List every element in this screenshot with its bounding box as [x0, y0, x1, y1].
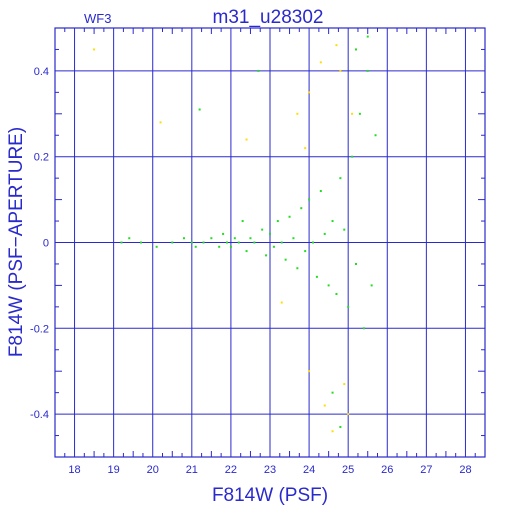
- x-tick-label: 19: [108, 464, 120, 476]
- x-tick-labels: 18 19 20 21 22 23 24 25 26 27 28: [68, 464, 471, 476]
- data-point-green: [323, 232, 326, 235]
- data-point-green: [288, 215, 291, 218]
- data-point-green: [272, 245, 275, 248]
- data-point-green: [229, 245, 232, 248]
- data-point-green: [374, 134, 377, 137]
- data-point-green: [183, 237, 185, 240]
- data-point-green: [140, 241, 142, 244]
- y-axis-label: F814W (PSF−APERTURE): [6, 127, 27, 357]
- data-point-green: [362, 327, 365, 330]
- data-point-green: [370, 284, 373, 287]
- data-point-green: [331, 220, 334, 223]
- data-point-green: [284, 258, 287, 261]
- data-point-green: [351, 155, 354, 158]
- data-point-green: [194, 245, 197, 248]
- data-point-yellow: [296, 112, 299, 115]
- data-point-green: [269, 232, 271, 235]
- data-point-green: [304, 250, 307, 253]
- data-point-yellow: [323, 404, 326, 407]
- x-tick-label: 26: [381, 464, 393, 476]
- data-point-green: [210, 237, 213, 240]
- data-point-green: [339, 177, 342, 180]
- data-point-green: [355, 262, 357, 265]
- data-point-green: [276, 220, 279, 223]
- data-point-yellow: [343, 383, 346, 386]
- data-point-green: [358, 112, 361, 115]
- data-point-yellow: [331, 430, 334, 433]
- data-point-green: [202, 241, 205, 244]
- data-point-green: [233, 237, 236, 240]
- x-tick-label: 20: [147, 464, 159, 476]
- y-tick-label: -0.4: [30, 409, 49, 421]
- y-tick-label: -0.2: [30, 323, 49, 335]
- data-point-green: [155, 245, 158, 248]
- data-point-green: [120, 241, 123, 244]
- grid-lines: [54, 27, 486, 458]
- data-point-green: [261, 228, 264, 231]
- data-point-yellow: [339, 69, 342, 72]
- data-point-green: [308, 198, 311, 201]
- data-point-green: [171, 241, 174, 244]
- data-point-yellow: [335, 44, 338, 47]
- data-point-yellow: [93, 48, 96, 51]
- x-tick-label: 24: [303, 464, 315, 476]
- data-point-yellow: [308, 370, 311, 373]
- x-tick-label: 18: [68, 464, 80, 476]
- data-point-green: [355, 48, 357, 51]
- y-tick-label: 0.2: [34, 152, 49, 164]
- x-tick-label: 28: [459, 464, 471, 476]
- x-tick-label: 21: [186, 464, 198, 476]
- x-axis-label: F814W (PSF): [212, 485, 328, 506]
- data-point-yellow: [280, 301, 283, 304]
- data-point-green: [218, 245, 221, 248]
- data-point-yellow: [308, 91, 311, 94]
- data-point-yellow: [319, 61, 322, 64]
- data-point-green: [331, 391, 334, 394]
- data-point-green: [339, 425, 342, 428]
- data-point-green: [265, 254, 268, 257]
- data-points: [93, 35, 377, 433]
- data-point-green: [300, 207, 303, 210]
- data-point-green: [312, 241, 314, 244]
- data-point-green: [128, 237, 131, 240]
- data-point-green: [366, 69, 369, 72]
- data-point-green: [296, 267, 299, 270]
- data-point-green: [253, 241, 256, 244]
- data-point-green: [327, 284, 330, 287]
- data-point-green: [237, 241, 240, 244]
- data-point-yellow: [304, 147, 307, 150]
- y-tick-label: 0.4: [34, 66, 49, 78]
- data-point-green: [257, 69, 260, 72]
- data-point-green: [249, 237, 252, 240]
- data-point-green: [315, 275, 318, 278]
- x-tick-label: 25: [342, 464, 354, 476]
- data-point-green: [198, 108, 201, 111]
- data-point-green: [222, 232, 225, 235]
- data-point-green: [190, 241, 193, 244]
- data-point-green: [335, 292, 338, 295]
- x-tick-label: 23: [264, 464, 276, 476]
- x-tick-label: 27: [420, 464, 432, 476]
- plot-frame: [54, 27, 486, 458]
- data-point-yellow: [351, 112, 354, 115]
- data-point-green: [292, 237, 295, 240]
- data-point-green: [319, 190, 322, 193]
- data-point-green: [280, 241, 283, 244]
- data-point-green: [347, 305, 350, 308]
- data-point-green: [343, 228, 346, 231]
- y-tick-labels: -0.4 -0.2 0 0.2 0.4: [30, 66, 49, 421]
- data-point-yellow: [159, 121, 162, 124]
- x-tick-label: 22: [225, 464, 237, 476]
- panel-label: WF3: [84, 11, 111, 26]
- data-point-green: [366, 35, 369, 38]
- y-tick-label: 0: [43, 238, 49, 250]
- data-point-green: [241, 220, 244, 223]
- data-point-yellow: [347, 413, 350, 416]
- chart-title: m31_u28302: [213, 7, 324, 28]
- data-point-yellow: [245, 138, 248, 141]
- data-point-green: [226, 241, 228, 244]
- data-point-green: [245, 250, 248, 253]
